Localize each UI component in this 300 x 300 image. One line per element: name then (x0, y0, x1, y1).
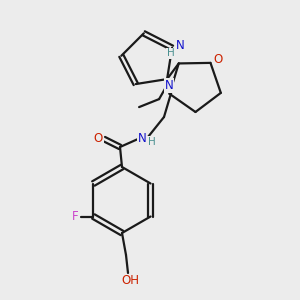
Text: N: N (138, 131, 146, 145)
Text: N: N (176, 39, 184, 52)
Text: N: N (165, 79, 173, 92)
Text: H: H (148, 137, 156, 147)
Text: F: F (72, 210, 79, 223)
Text: H: H (167, 48, 175, 59)
Text: O: O (214, 53, 223, 66)
Text: OH: OH (121, 274, 139, 287)
Text: O: O (93, 131, 103, 145)
